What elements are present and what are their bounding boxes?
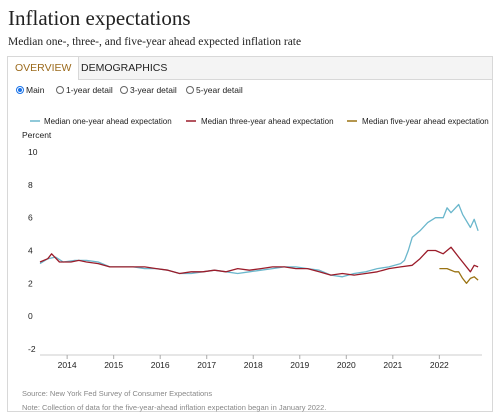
page-subtitle: Median one-, three-, and five-year ahead…: [8, 36, 302, 48]
tab-demographics[interactable]: DEMOGRAPHICS: [81, 62, 168, 74]
legend-entry: Median five-year ahead expectation: [362, 117, 489, 126]
y-tick-label: 2: [28, 278, 33, 288]
x-tick-label: 2017: [197, 360, 216, 370]
x-tick-label: 2016: [151, 360, 170, 370]
y-tick-label: 0: [28, 311, 33, 321]
legend-entry: Median three-year ahead expectation: [201, 117, 334, 126]
radio-label: Main: [26, 85, 45, 95]
x-tick-label: 2015: [104, 360, 123, 370]
radio-label: 5-year detail: [196, 85, 243, 95]
y-tick-label: 6: [28, 213, 33, 223]
x-tick-label: 2021: [383, 360, 402, 370]
radio-5-year-detail[interactable]: 5-year detail: [186, 85, 243, 95]
radio-1-year-detail[interactable]: 1-year detail: [56, 85, 113, 95]
series-line-3: [439, 267, 479, 284]
chart-panel: OVERVIEW DEMOGRAPHICS Main 1-year detail…: [7, 56, 493, 412]
y-tick-label: 8: [28, 180, 33, 190]
x-tick-label: 2014: [58, 360, 77, 370]
y-tick-label: 4: [28, 246, 33, 256]
legend-entry: Median one-year ahead expectation: [44, 117, 172, 126]
tab-bar: OVERVIEW DEMOGRAPHICS: [8, 57, 492, 80]
radio-unchecked-icon: [56, 86, 64, 94]
radio-unchecked-icon: [186, 86, 194, 94]
radio-unchecked-icon: [120, 86, 128, 94]
y-tick-label: 10: [28, 147, 38, 157]
y-tick-label: -2: [28, 344, 36, 354]
x-tick-label: 2019: [290, 360, 309, 370]
x-tick-label: 2020: [337, 360, 356, 370]
footnote: Note: Collection of data for the five-ye…: [22, 403, 327, 412]
radio-main[interactable]: Main: [16, 85, 44, 95]
radio-label: 1-year detail: [66, 85, 113, 95]
source-note: Source: New York Fed Survey of Consumer …: [22, 389, 213, 398]
x-tick-label: 2018: [244, 360, 263, 370]
y-axis-label: Percent: [22, 130, 52, 140]
radio-checked-icon: [16, 86, 24, 94]
tab-overview[interactable]: OVERVIEW: [8, 57, 80, 80]
radio-3-year-detail[interactable]: 3-year detail: [120, 85, 177, 95]
page-title: Inflation expectations: [8, 6, 191, 30]
series-line-2: [39, 246, 479, 276]
x-tick-label: 2022: [430, 360, 449, 370]
radio-label: 3-year detail: [130, 85, 177, 95]
